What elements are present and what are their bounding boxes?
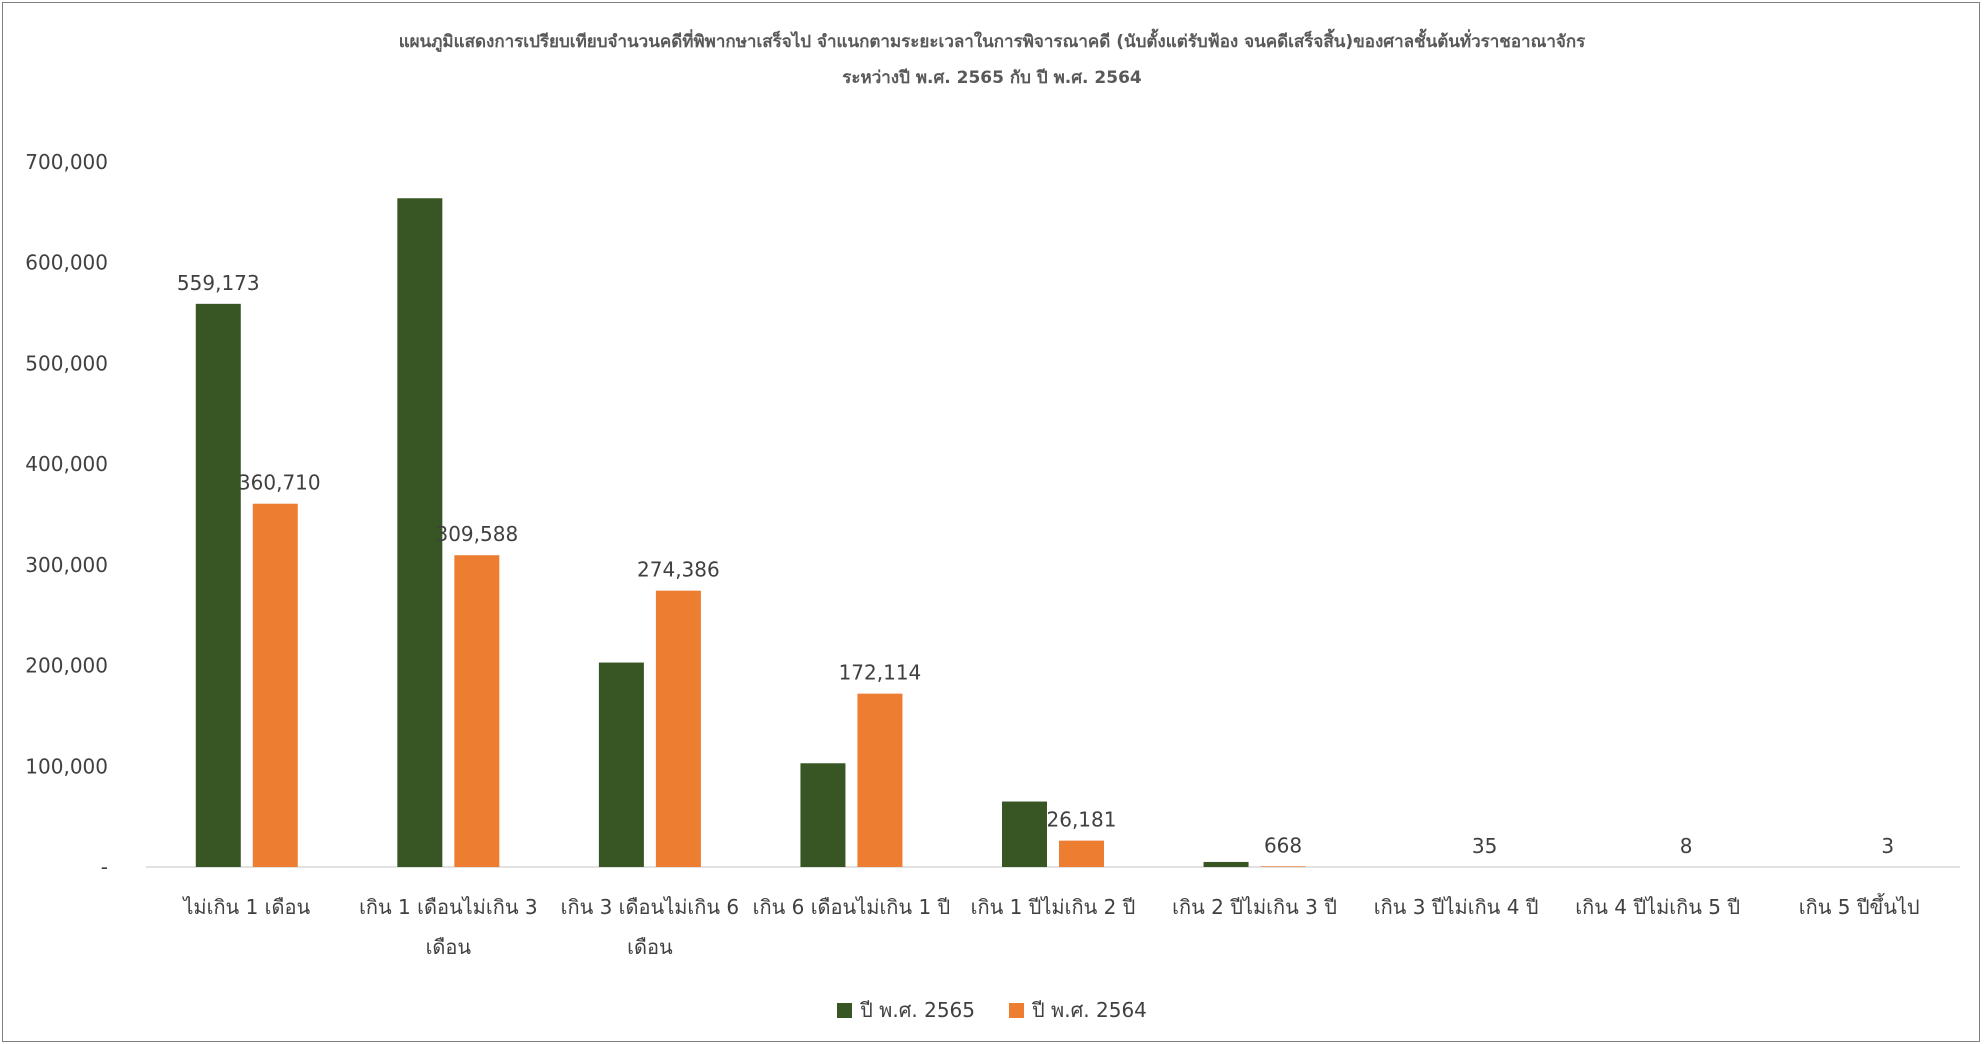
bar-2565 [397, 198, 443, 867]
data-label-2564: 26,181 [1047, 808, 1117, 832]
legend-item-2564: ปี พ.ศ. 2564 [1009, 994, 1147, 1026]
y-tick-label: - [101, 855, 108, 879]
y-tick-label: 300,000 [25, 553, 108, 577]
bar-chart: - 100,000 200,000 300,000 400,000 500,000 600,… [25, 150, 1960, 959]
bar-2564 [252, 503, 298, 867]
bar-2565 [195, 303, 241, 868]
x-tick-label: เกิน 1 เดือนไม่เกิน 3 [359, 895, 538, 919]
data-label-2564: 668 [1264, 833, 1302, 857]
bar-2564 [454, 555, 500, 867]
data-label-2564: 3 [1881, 834, 1894, 858]
x-tick-label: เกิน 5 ปีขึ้นไป [1799, 893, 1920, 919]
x-tick-label: เกิน 2 ปีไม่เกิน 3 ปี [1172, 895, 1337, 919]
data-label-2564: 172,114 [839, 661, 922, 685]
x-tick-label: เกิน 6 เดือนไม่เกิน 1 ปี [753, 895, 951, 919]
bar-2565 [800, 763, 846, 867]
bar-2564 [1059, 840, 1104, 867]
legend-item-2565: ปี พ.ศ. 2565 [837, 994, 975, 1026]
y-tick-label: 100,000 [25, 754, 108, 778]
x-tick-label: เดือน [627, 935, 673, 959]
legend-label-2564: ปี พ.ศ. 2564 [1032, 998, 1147, 1022]
x-tick-label: ไม่เกิน 1 เดือน [181, 895, 310, 919]
y-tick-label: 500,000 [25, 351, 108, 375]
data-label-2564: 309,588 [435, 522, 518, 546]
x-tick-label: เกิน 3 ปีไม่เกิน 4 ปี [1374, 895, 1539, 919]
y-tick-label: 400,000 [25, 452, 108, 476]
legend-swatch-2564 [1009, 1002, 1024, 1018]
y-tick-label: 200,000 [25, 654, 108, 678]
bar-2564 [857, 693, 903, 867]
y-tick-label: 600,000 [25, 251, 108, 275]
chart-subtitle: ระหว่างปี พ.ศ. 2565 กับ ปี พ.ศ. 2564 [842, 68, 1142, 88]
legend-label-2565: ปี พ.ศ. 2565 [860, 998, 975, 1022]
bar-2564 [1260, 866, 1306, 867]
x-tick-label: เกิน 4 ปีไม่เกิน 5 ปี [1575, 895, 1740, 919]
x-tick-label: เกิน 1 ปีไม่เกิน 2 ปี [971, 895, 1136, 919]
chart-title: แผนภูมิแสดงการเปรียบเทียบจำนวนคดีที่พิพา… [398, 32, 1586, 52]
x-tick-label: เกิน 3 เดือนไม่เกิน 6 [561, 895, 740, 919]
bar-2565 [598, 662, 644, 867]
bar-2565 [1002, 801, 1047, 867]
data-label-2565: 559,173 [177, 271, 260, 295]
data-label-2564: 35 [1472, 834, 1497, 858]
data-label-2564: 8 [1680, 834, 1693, 858]
x-tick-label: เดือน [426, 935, 472, 959]
bar-2564 [655, 590, 701, 867]
legend-swatch-2565 [837, 1002, 853, 1018]
legend: ปี พ.ศ. 2565 ปี พ.ศ. 2564 [0, 994, 1984, 1026]
data-label-2564: 360,710 [238, 471, 321, 495]
data-label-2564: 274,386 [637, 558, 720, 582]
y-tick-label: 700,000 [25, 150, 108, 174]
bar-2565 [1203, 861, 1249, 867]
